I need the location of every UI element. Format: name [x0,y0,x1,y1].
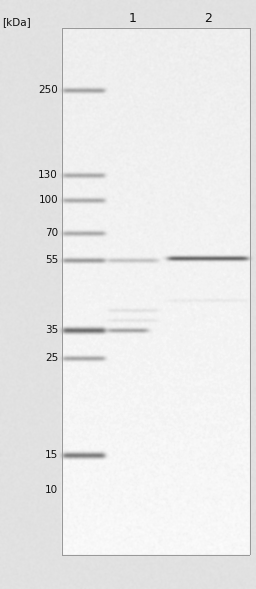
Text: 130: 130 [38,170,58,180]
Text: 1: 1 [129,12,137,25]
Text: 55: 55 [45,255,58,265]
Text: 70: 70 [45,228,58,238]
Text: [kDa]: [kDa] [2,17,31,27]
Text: 100: 100 [38,195,58,205]
Text: 35: 35 [45,325,58,335]
Text: 2: 2 [204,12,212,25]
Text: 250: 250 [38,85,58,95]
Text: 10: 10 [45,485,58,495]
Text: 15: 15 [45,450,58,460]
Text: 25: 25 [45,353,58,363]
